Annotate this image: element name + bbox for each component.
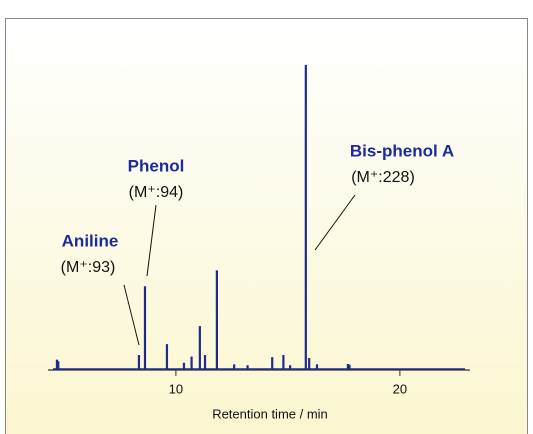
x-tick-label: 10 (169, 381, 183, 396)
x-tick-label: 20 (393, 381, 407, 396)
leader-line (146, 204, 157, 277)
annotation-title: Bis-phenol A (350, 141, 454, 160)
annotation-text: (M⁺:228) (351, 169, 415, 186)
annotation-title: Phenol (128, 156, 185, 175)
leader-line (123, 284, 140, 346)
annotation-text: (M⁺:93) (61, 259, 116, 276)
annotation-title: Aniline (62, 231, 119, 250)
leader-line (314, 194, 356, 251)
x-axis-label: Retention time / min (212, 406, 328, 421)
annotation-text: (M⁺:94) (129, 184, 184, 201)
plot-frame (5, 18, 528, 434)
